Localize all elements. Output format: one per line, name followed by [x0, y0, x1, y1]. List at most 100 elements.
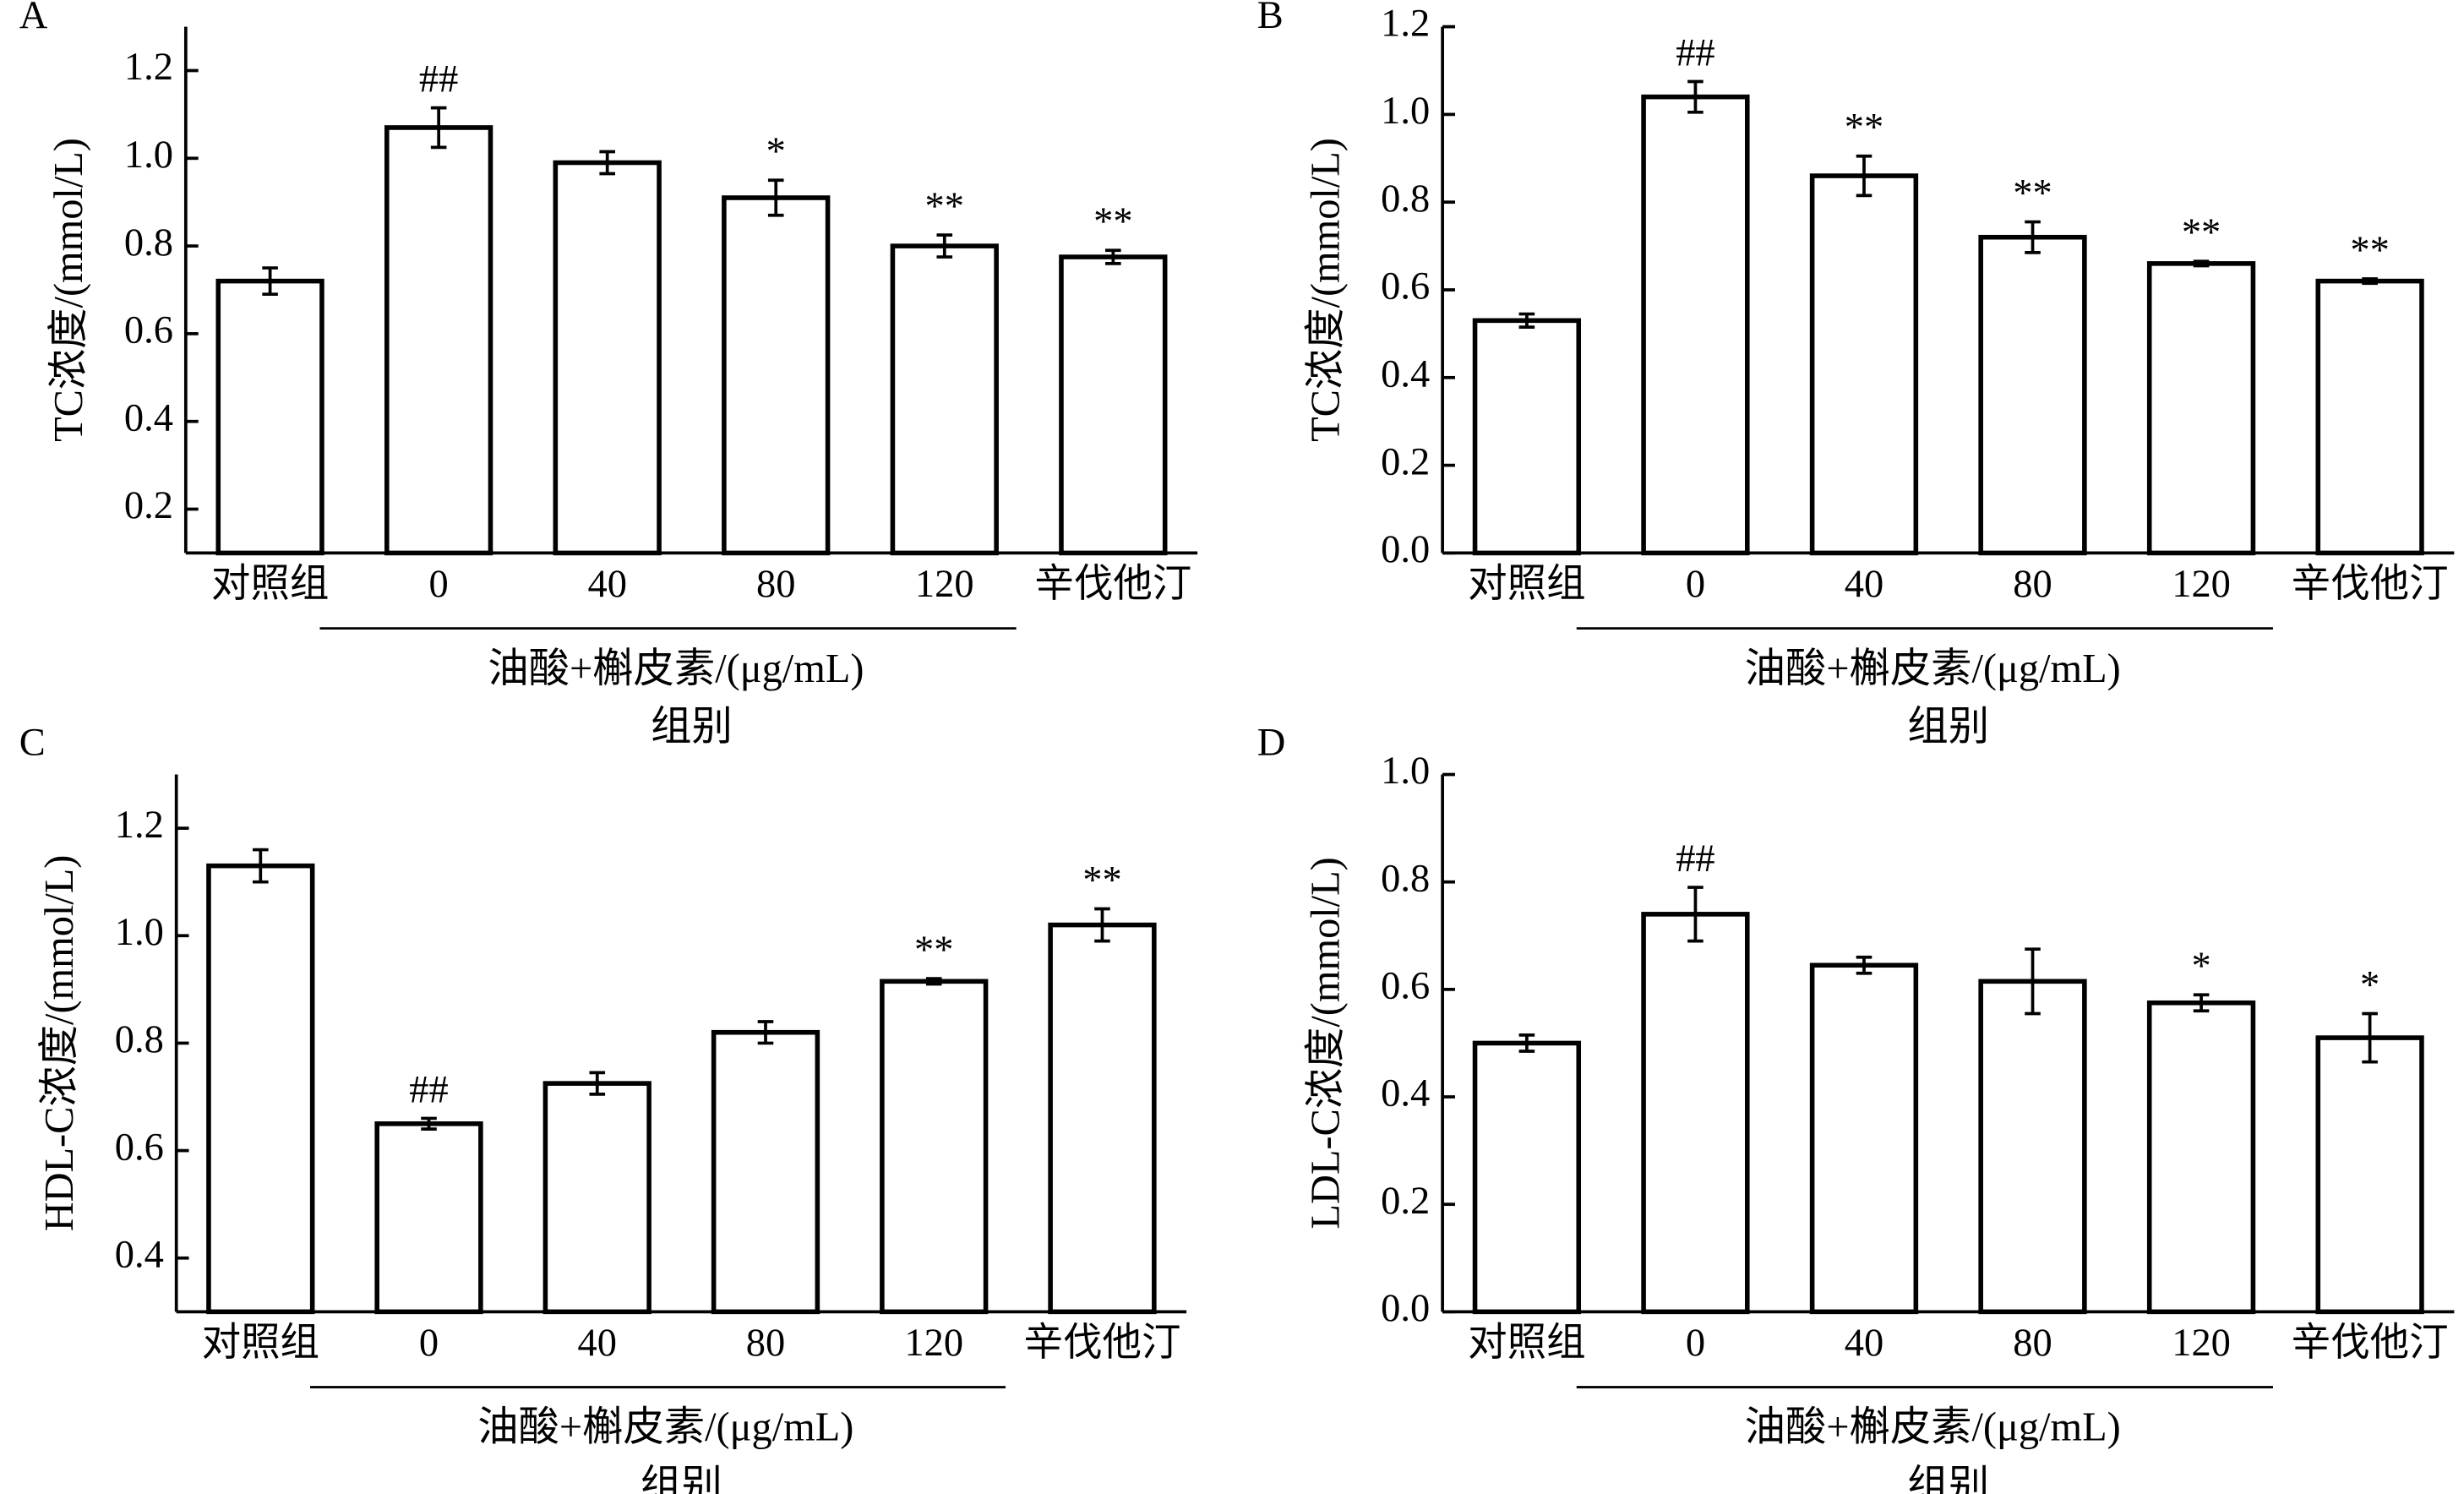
significance-label: ** — [2350, 229, 2389, 272]
x-tick-label: 120 — [915, 563, 974, 606]
panel-label: B — [1257, 0, 1284, 37]
bar — [2146, 261, 2256, 556]
panel-label: C — [19, 722, 46, 765]
panel-label: D — [1257, 722, 1286, 765]
significance-label: ** — [1082, 859, 1121, 902]
bar — [1809, 962, 1919, 1315]
significance-label: ## — [409, 1068, 448, 1111]
panel-label: A — [19, 0, 48, 37]
error-bar — [1518, 312, 1535, 329]
x-tick-label: 0 — [1686, 1322, 1705, 1365]
x-axis-label: 组别 — [1907, 1464, 1989, 1494]
group-label: 油酸+槲皮素/(μg/mL) — [477, 1405, 853, 1450]
bar — [384, 125, 493, 556]
x-tick-label: 80 — [2013, 563, 2052, 606]
y-axis-label: TC浓度/(mmol/L) — [1303, 138, 1348, 442]
significance-label: ## — [1676, 31, 1714, 74]
bar — [553, 160, 662, 556]
y-tick-label: 0.4 — [1381, 1072, 1430, 1115]
bar — [542, 1081, 651, 1315]
x-tick-label: 0 — [1686, 563, 1705, 606]
y-tick-label: 0.2 — [1381, 1180, 1430, 1223]
y-tick-label: 1.2 — [124, 46, 173, 89]
y-tick-label: 0.4 — [115, 1233, 164, 1276]
error-bar — [430, 106, 447, 150]
y-axis-label: LDL-C浓度/(mmol/L) — [1303, 857, 1348, 1229]
panel: B 0.0 0.2 0.4 0.6 0.8 1.0 1.2 TC浓度/(mmol/L) 对照组 0 #… — [1257, 0, 2455, 750]
y-tick-label: 0.4 — [124, 396, 173, 439]
bar — [1472, 318, 1582, 556]
bar — [2315, 278, 2424, 556]
y-tick-label: 0.4 — [1381, 352, 1430, 395]
bar — [722, 195, 831, 556]
x-tick-label: 80 — [2013, 1322, 2052, 1365]
y-axis-label: TC浓度/(mmol/L) — [46, 138, 91, 442]
y-tick-label: 0.2 — [1381, 440, 1430, 483]
significance-label: ## — [1676, 837, 1714, 881]
y-axis-label: HDL-C浓度/(mmol/L) — [37, 855, 82, 1232]
y-tick-label: 0.6 — [1381, 965, 1430, 1008]
x-tick-label: 40 — [1845, 1322, 1883, 1365]
x-tick-label: 120 — [904, 1322, 963, 1365]
y-tick-label: 1.0 — [115, 911, 164, 954]
x-axis-label: 组别 — [651, 705, 733, 750]
error-bar — [2362, 1011, 2378, 1064]
bar — [2315, 1035, 2424, 1315]
bar — [206, 863, 315, 1315]
significance-label: ** — [1845, 106, 1883, 150]
group-label: 油酸+槲皮素/(μg/mL) — [1745, 646, 2121, 691]
error-bar — [1518, 1033, 1535, 1053]
significance-label: ** — [1093, 200, 1132, 243]
error-bar — [2193, 993, 2210, 1013]
y-tick-label: 0.0 — [1381, 528, 1430, 571]
bar — [711, 1029, 820, 1315]
y-tick-label: 1.2 — [115, 804, 164, 847]
panel: C 0.4 0.6 0.8 1.0 1.2 HDL-C浓度/(mmol/L) 对照组 0 ## 40… — [19, 722, 1187, 1494]
x-tick-label: 80 — [756, 563, 795, 606]
error-bar — [1687, 79, 1704, 114]
significance-label: ** — [2013, 172, 2052, 215]
y-tick-label: 0.8 — [115, 1018, 164, 1061]
x-tick-label: 40 — [578, 1322, 617, 1365]
y-tick-label: 0.6 — [115, 1126, 164, 1169]
bar — [1978, 234, 2087, 556]
significance-label: * — [2360, 963, 2380, 1006]
error-bar — [1094, 907, 1110, 943]
y-tick-label: 0.0 — [1381, 1287, 1430, 1330]
y-tick-label: 0.8 — [124, 221, 173, 264]
y-tick-label: 0.6 — [1381, 265, 1430, 308]
x-tick-label: 对照组 — [211, 563, 329, 606]
y-tick-label: 1.2 — [1381, 2, 1430, 45]
error-bar — [925, 977, 942, 986]
x-tick-label: 120 — [2172, 1322, 2231, 1365]
x-axis-label: 组别 — [641, 1464, 722, 1494]
bar — [215, 278, 324, 556]
error-bar — [1105, 248, 1121, 265]
error-bar — [1856, 955, 1873, 975]
error-bar — [2362, 277, 2378, 286]
x-tick-label: 0 — [429, 563, 449, 606]
significance-label: ## — [419, 58, 458, 101]
y-tick-label: 1.0 — [1381, 750, 1430, 793]
bar — [1641, 912, 1750, 1315]
significance-label: * — [766, 130, 786, 173]
x-tick-label: 120 — [2172, 563, 2231, 606]
x-tick-label: 对照组 — [1468, 563, 1585, 606]
x-axis-label: 组别 — [1907, 705, 1989, 750]
error-bar — [421, 1116, 437, 1131]
bar — [2146, 1000, 2256, 1315]
bar — [1472, 1040, 1582, 1315]
y-tick-label: 0.2 — [124, 484, 173, 527]
x-tick-label: 0 — [419, 1322, 439, 1365]
error-bar — [757, 1020, 774, 1045]
significance-label: * — [2191, 945, 2211, 988]
bar — [1978, 979, 2087, 1315]
bar — [1641, 94, 1750, 556]
x-tick-label: 辛伐他汀 — [1024, 1322, 1181, 1365]
error-bar — [599, 150, 615, 176]
y-tick-label: 0.8 — [1381, 857, 1430, 900]
significance-label: ** — [925, 185, 964, 228]
error-bar — [262, 266, 278, 297]
